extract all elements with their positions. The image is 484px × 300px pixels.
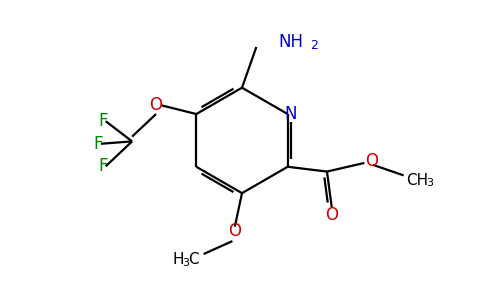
Text: 3: 3 xyxy=(426,178,433,188)
Text: H: H xyxy=(173,252,184,267)
Text: CH: CH xyxy=(407,173,429,188)
Text: O: O xyxy=(228,223,242,241)
Text: 3: 3 xyxy=(182,258,189,268)
Text: F: F xyxy=(99,112,108,130)
Text: 2: 2 xyxy=(310,39,318,52)
Text: O: O xyxy=(365,152,378,170)
Text: O: O xyxy=(325,206,338,224)
Text: F: F xyxy=(94,135,103,153)
Text: C: C xyxy=(188,252,198,267)
Text: N: N xyxy=(284,105,297,123)
Text: O: O xyxy=(150,96,163,114)
Text: NH: NH xyxy=(278,33,303,51)
Text: F: F xyxy=(99,157,108,175)
